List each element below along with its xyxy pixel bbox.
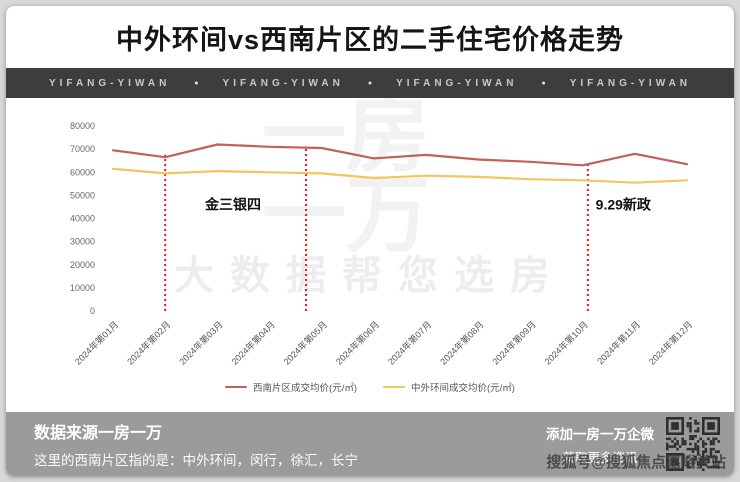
legend-label-midouter: 中外环间成交均价(元/㎡) [411,383,515,394]
svg-text:2024年第09月: 2024年第09月 [490,319,538,367]
svg-text:2024年第12月: 2024年第12月 [646,319,694,367]
chart-area: 一房 一万 大数据帮您选房 0 10000 20000 30000 40000 50000… [6,98,734,412]
svg-text:80000: 80000 [70,121,95,131]
svg-text:10000: 10000 [70,283,95,293]
svg-text:2024年第11月: 2024年第11月 [595,319,643,367]
svg-text:2024年第04月: 2024年第04月 [229,319,277,367]
legend-swatch-southwest-icon [225,385,248,389]
page-title: 中外环间vs西南片区的二手住宅价格走势 [115,24,625,55]
brand-text: YIFANG-YIWAN [48,77,171,89]
cta-line1: 添加一房一万企微 [546,426,654,442]
chart-legend: 西南片区成交均价(元/㎡) 中外环间成交均价(元/㎡) [6,380,734,394]
svg-text:2024年第03月: 2024年第03月 [177,319,225,367]
footer-right: 添加一房一万企微 获取更多资讯 [546,417,720,471]
svg-text:2024年第01月: 2024年第01月 [72,319,120,367]
wechat-cta: 添加一房一万企微 获取更多资讯 [546,423,654,466]
svg-text:40000: 40000 [70,214,95,224]
svg-text:30000: 30000 [70,237,95,247]
brand-banner: YIFANG-YIWAN ● YIFANG-YIWAN ● YIFANG-YIWAN ● Y… [6,68,734,98]
svg-text:2024年第06月: 2024年第06月 [333,319,381,367]
chart-annotation: 金三银四 [204,196,261,212]
legend-swatch-midouter-icon [383,385,405,389]
bullet-separator-icon: ● [541,79,546,87]
y-axis-labels: 0 10000 20000 30000 40000 50000 60000 70000 8000… [70,121,95,316]
qr-code [666,417,720,471]
legend-label-southwest: 西南片区成交均价(元/㎡) [253,383,357,394]
svg-text:0: 0 [90,306,95,316]
sohu-credit: 搜狐号@搜狐焦点嘉峪关站 [546,454,726,471]
brand-text: YIFANG-YIWAN [396,77,518,89]
bullet-separator-icon: ● [367,79,373,87]
data-source-text: 数据来源一房一万 [34,425,163,442]
region-note-text: 这里的西南片区指的是：中外环间，闵行，徐汇，长宁 [34,453,358,468]
svg-text:50000: 50000 [70,190,95,200]
brand-text: YIFANG-YIWAN [222,77,344,89]
legend-item-southwest[interactable]: 西南片区成交均价(元/㎡) [225,380,357,394]
svg-text:2024年第08月: 2024年第08月 [438,319,486,367]
svg-text:2024年第05月: 2024年第05月 [281,319,329,367]
svg-text:60000: 60000 [70,167,95,177]
svg-text:70000: 70000 [70,144,95,154]
svg-text:20000: 20000 [70,260,95,270]
svg-text:2024年第07月: 2024年第07月 [385,319,433,367]
series-line-southwest [111,143,689,167]
series-line-midouter [111,167,689,184]
brand-text: YIFANG-YIWAN [569,77,692,89]
content-card: 中外环间vs西南片区的二手住宅价格走势 YIFANG-YIWAN ● YIFANG-… [6,6,734,476]
svg-text:2024年第10月: 2024年第10月 [542,319,590,367]
price-chart: 0 10000 20000 30000 40000 50000 60000 70000 8000… [70,121,694,367]
cta-line2: 获取更多资讯 [562,450,638,465]
footer-left: 数据来源一房一万 这里的西南片区指的是：中外环间，闵行，徐汇，长宁 [34,419,358,469]
svg-text:2024年第02月: 2024年第02月 [124,319,172,367]
footer: 数据来源一房一万 这里的西南片区指的是：中外环间，闵行，徐汇，长宁 添加一房一万… [6,412,734,476]
x-axis-labels: 2024年第01月 2024年第02月 2024年第03月 2024年第04月 2024… [72,319,694,367]
chart-annotation: 9.29新政 [596,196,652,212]
bullet-separator-icon: ● [194,79,199,87]
legend-item-midouter[interactable]: 中外环间成交均价(元/㎡) [383,380,515,394]
